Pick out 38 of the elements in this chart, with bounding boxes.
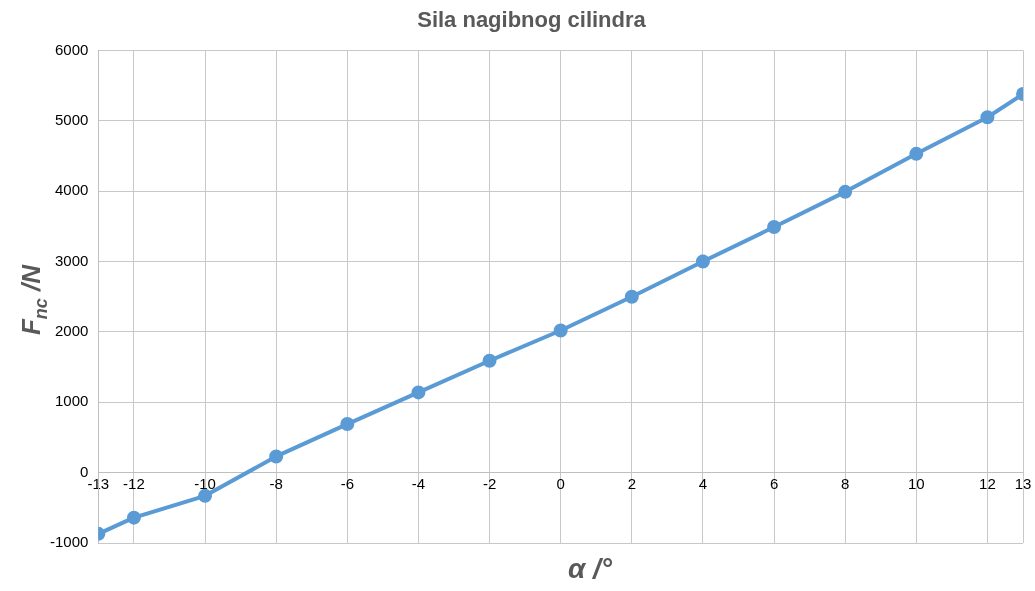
x-tick-label: -13 (87, 474, 110, 492)
y-tick-label: 1000 (54, 392, 89, 410)
point (624, 289, 639, 304)
x-tick-label: 4 (698, 474, 708, 492)
y-tick-label: 2000 (54, 322, 89, 340)
x-tick-label: 13 (1014, 474, 1032, 492)
x-tick-label: 8 (841, 474, 850, 492)
y-tick-label: -1000 (49, 533, 89, 551)
point (909, 146, 924, 161)
point (126, 510, 141, 525)
y-tick-label: 5000 (54, 110, 89, 128)
point (553, 323, 568, 338)
y-tick-label: 6000 (54, 40, 89, 58)
point (269, 449, 284, 464)
x-tick-label: 6 (769, 474, 779, 492)
point (767, 220, 782, 235)
point (198, 488, 213, 503)
y-tick-label: 3000 (54, 251, 89, 269)
x-tick-label: 12 (979, 474, 996, 492)
x-axis-title: α /° (567, 553, 613, 585)
point (340, 417, 355, 432)
y-tick-label: 4000 (54, 181, 89, 199)
point (411, 385, 426, 400)
point (482, 353, 497, 368)
x-tick-label: -4 (411, 474, 426, 492)
x-tick-label: 0 (556, 474, 565, 492)
point (980, 110, 995, 125)
x-tick-label: 10 (907, 474, 925, 492)
x-tick-label: -8 (269, 474, 283, 492)
x-tick-label: -6 (340, 474, 354, 492)
x-tick-label: -2 (482, 474, 497, 492)
y-tick-label: 0 (80, 462, 89, 480)
chart-title: Sila nagibnog cilindra (417, 7, 647, 33)
x-tick-label: -10 (194, 474, 216, 492)
point (695, 254, 710, 269)
x-tick-label: -12 (123, 474, 145, 492)
point (838, 184, 853, 199)
x-tick-label: 2 (627, 474, 636, 492)
